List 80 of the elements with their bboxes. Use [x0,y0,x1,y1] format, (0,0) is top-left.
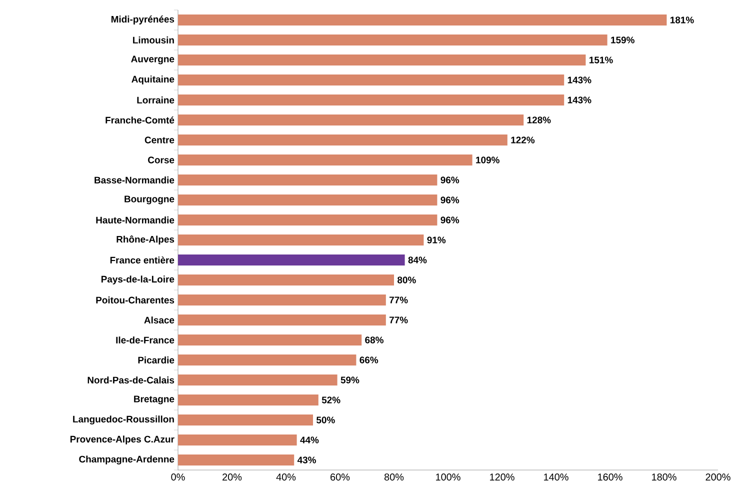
bar [178,234,424,246]
data-label: 68% [365,336,384,344]
y-tick-label: Centre [144,136,174,144]
x-tick-label: 120% [490,474,514,481]
bar [178,334,362,346]
bar [178,274,394,286]
y-tick-label: Aquitaine [132,76,174,84]
y-tick-label: Pays-de-la-Loire [101,276,174,284]
bar [178,134,508,146]
bar [178,54,586,66]
y-tick-label: Languedoc-Roussillon [73,416,174,424]
data-label: 96% [440,176,460,184]
bar [178,34,608,46]
x-tick-label: 100% [436,474,460,481]
data-label: 44% [300,436,319,444]
data-label: 59% [340,376,360,384]
data-label: 96% [440,196,460,204]
y-tick-label: Lorraine [137,96,174,104]
x-tick-label: 40% [276,474,296,481]
data-label: 52% [322,396,340,404]
x-tick-label: 140% [544,474,568,481]
y-tick-label: Corse [148,156,174,164]
bar [178,374,338,386]
data-label: 77% [390,296,408,304]
bar [178,114,524,126]
x-tick-label: 160% [598,474,622,481]
x-tick-label: 20% [222,474,242,481]
y-tick-label: Midi-pyrénées [111,16,174,24]
bar [178,94,564,106]
bar [178,454,294,466]
x-tick-label: 60% [330,474,350,481]
data-label: 128% [527,116,551,124]
bar [178,354,356,366]
y-tick-label: Rhône-Alpes [116,235,174,245]
bar [178,154,472,166]
y-tick-label: Haute-Normandie [96,216,174,224]
y-tick-label: France entière [110,256,174,264]
bar [178,434,297,446]
y-tick-label: Limousin [133,36,174,44]
y-tick-label: Basse-Normandie [94,176,174,184]
x-tick-label: 180% [652,474,676,481]
y-tick-label: Nord-Pas-de-Calais [88,376,174,384]
y-tick-label: Auvergne [131,56,174,64]
data-label: 109% [476,156,500,164]
data-label: 96% [440,216,460,224]
bar [178,174,438,186]
y-tick-label: Picardie [138,356,174,364]
data-label: 50% [316,416,335,424]
data-label: 159% [611,36,634,44]
y-tick-label: Franche-Comté [106,116,174,124]
data-label: 91% [427,236,446,244]
data-label: 143% [568,96,592,104]
y-tick-label: Poitou-Charentes [96,296,174,304]
bar [178,294,386,306]
x-tick-label: 80% [384,474,404,481]
data-label: 122% [511,136,535,144]
data-label: 181% [670,16,694,24]
bar [178,74,564,86]
data-label: 84% [408,256,427,264]
y-tick-label: Bourgogne [124,196,174,204]
x-tick-label: 0% [171,474,185,481]
data-label: 80% [398,276,416,284]
bar [178,414,313,426]
bar [178,194,438,206]
bar [178,214,438,226]
bar [178,394,318,406]
data-label: 143% [568,76,592,84]
data-label: 151% [589,56,613,64]
y-tick-label: Champagne-Ardenne [79,456,174,464]
bar [178,314,386,326]
y-tick-label: Ile-de-France [116,336,174,344]
x-tick-label: 200% [706,474,730,481]
y-tick-label: Alsace [144,316,174,324]
bar [178,14,667,26]
data-label: 66% [360,356,378,364]
data-label: 77% [390,316,408,324]
y-tick-label: Bretagne [134,396,174,404]
bar [178,254,405,266]
y-tick-label: Provence-Alpes C.Azur [70,436,174,444]
data-label: 43% [297,456,316,464]
